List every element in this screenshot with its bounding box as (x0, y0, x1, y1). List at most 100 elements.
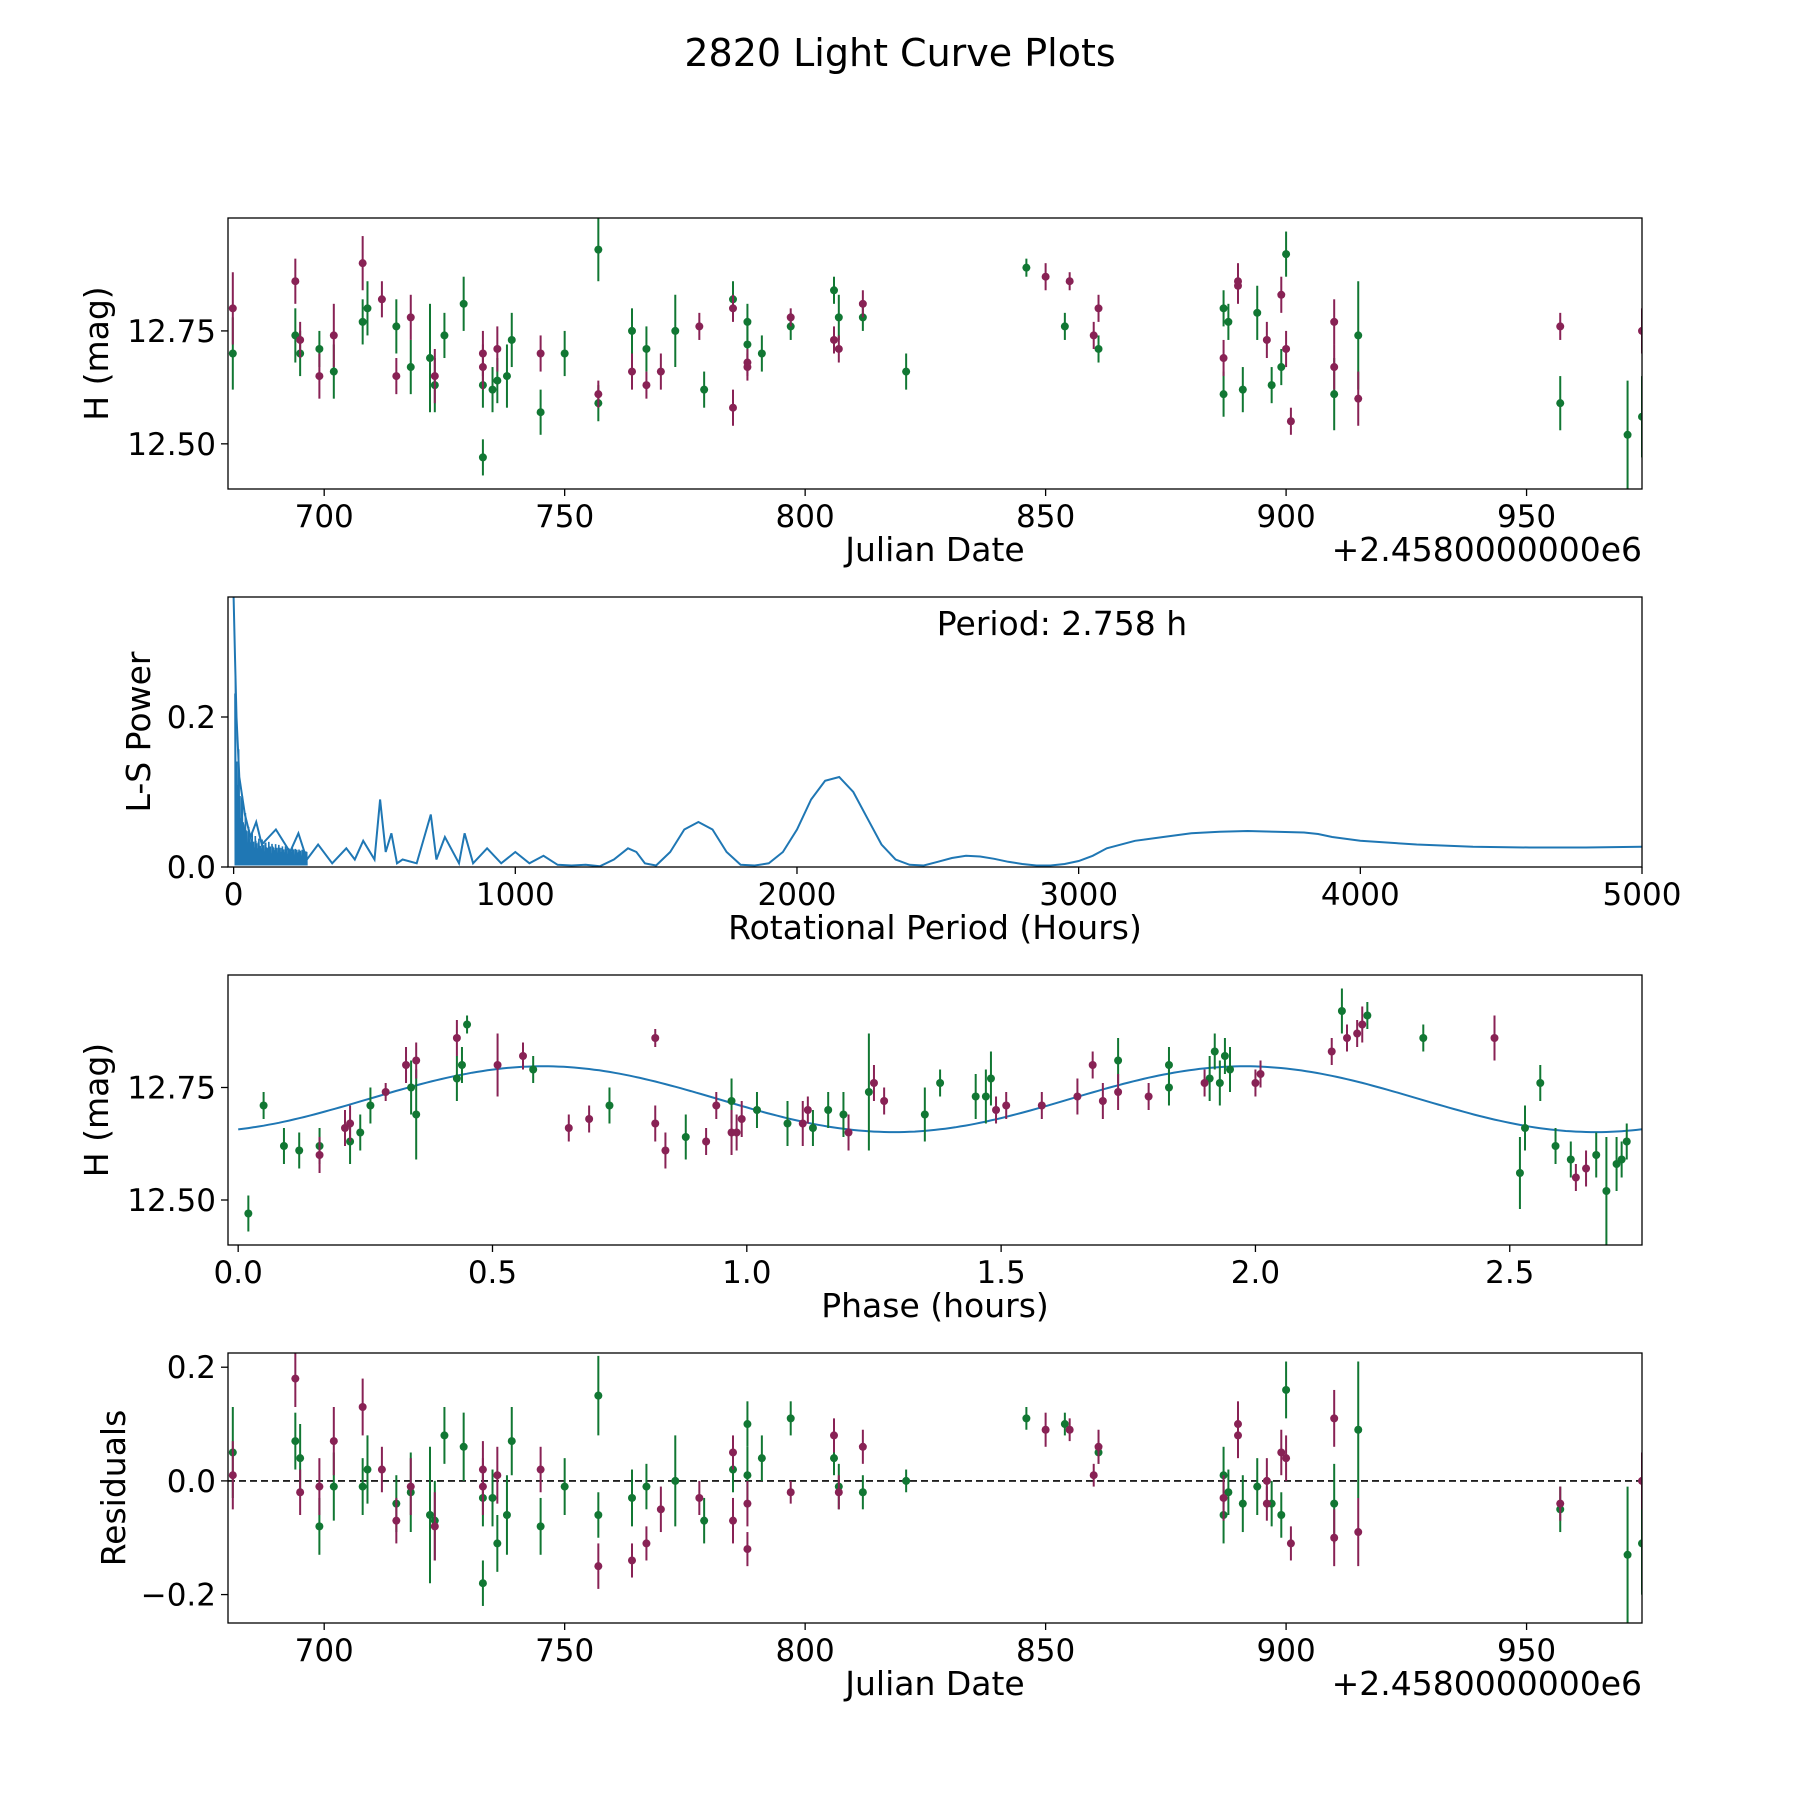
data-point (440, 1431, 449, 1440)
panel-lightcurve: 700 750 800 850 900 950 12.50 12.75 Julian Date H… (77, 217, 1643, 569)
data-point (1215, 1079, 1224, 1087)
x-tick-label: 700 (295, 1633, 354, 1669)
data-point (695, 322, 704, 331)
data-point (729, 304, 737, 313)
x-tick-label: 2000 (758, 877, 837, 913)
data-point (1330, 1499, 1339, 1508)
data-point (628, 326, 636, 335)
data-point (1282, 250, 1291, 259)
data-point (1556, 322, 1565, 331)
data-point (536, 408, 545, 417)
data-point (1556, 1499, 1565, 1508)
data-point (1277, 363, 1286, 372)
data-point (729, 403, 737, 412)
data-point (1277, 1448, 1286, 1457)
x-tick-label: 750 (535, 499, 594, 535)
data-point (1262, 335, 1271, 344)
y-tick-label: 0.0 (167, 850, 216, 886)
y-axis-label: H (mag) (77, 1043, 116, 1177)
data-point (564, 1124, 573, 1132)
x-tick-label: 1000 (476, 877, 555, 913)
data-point (1073, 1092, 1082, 1101)
data-point (478, 1579, 487, 1588)
data-point (1164, 1061, 1173, 1069)
data-point (259, 1101, 268, 1110)
x-tick-label: 950 (1497, 1633, 1556, 1669)
data-point (1200, 1079, 1209, 1087)
data-point (757, 349, 766, 358)
data-point (329, 1437, 338, 1446)
x-axis-label: Rotational Period (Hours) (728, 908, 1142, 947)
data-point (478, 363, 487, 372)
data-point (880, 1097, 889, 1105)
data-point (858, 1488, 867, 1497)
data-point (291, 1437, 300, 1446)
data-point (493, 1471, 502, 1480)
data-point (605, 1101, 614, 1110)
data-point (329, 331, 338, 340)
data-point (628, 1556, 636, 1565)
data-point (315, 1522, 324, 1531)
ls-power-forest (234, 676, 308, 866)
axes-frame (227, 974, 1643, 1246)
data-point (936, 1079, 945, 1087)
data-point (656, 367, 665, 376)
x-tick-label: 700 (295, 499, 354, 535)
data-point (291, 277, 300, 286)
axes-frame (227, 217, 1643, 490)
data-point (1551, 1142, 1560, 1150)
data-point (1282, 1385, 1291, 1394)
data-point (1592, 1151, 1601, 1159)
data-point (1094, 344, 1103, 353)
data-point (296, 1454, 305, 1463)
data-point (1330, 1533, 1339, 1542)
data-point (1234, 1431, 1242, 1440)
data-point (743, 1420, 752, 1429)
data-point (700, 385, 709, 394)
plot-area (228, 218, 1642, 489)
data-point (402, 1061, 411, 1069)
data-point (1515, 1169, 1524, 1177)
data-point (1342, 1034, 1351, 1042)
data-point (1238, 1499, 1247, 1508)
data-point (1521, 1124, 1530, 1132)
data-point (858, 299, 867, 308)
data-point (1638, 412, 1642, 421)
data-point (1210, 1047, 1219, 1056)
data-point (440, 331, 449, 340)
data-point (315, 1151, 324, 1159)
data-point (1623, 430, 1632, 439)
fit-curve (238, 1065, 1642, 1134)
data-point (743, 363, 752, 372)
data-point (1617, 1155, 1626, 1164)
data-point (478, 453, 487, 462)
plot-area (232, 597, 1642, 867)
data-point (1256, 1070, 1265, 1078)
data-point (1277, 290, 1286, 299)
data-point (279, 1142, 288, 1150)
data-point (1114, 1056, 1123, 1065)
data-point (594, 1511, 603, 1519)
data-point (381, 1088, 390, 1096)
data-point (1277, 1511, 1286, 1519)
data-point (786, 1488, 795, 1497)
data-point (1219, 354, 1228, 363)
data-point (560, 1482, 569, 1491)
data-point (727, 1097, 736, 1105)
data-point (452, 1074, 461, 1083)
x-axis-label: Julian Date (843, 530, 1025, 569)
data-point (1566, 1155, 1575, 1164)
x-axis-label: Julian Date (843, 1664, 1025, 1703)
y-axis-label: H (mag) (77, 286, 116, 420)
data-point (1114, 1088, 1123, 1096)
data-point (406, 313, 415, 322)
data-point (1354, 394, 1363, 403)
data-point (858, 1442, 867, 1451)
data-point (1164, 1083, 1173, 1092)
data-point (1065, 1425, 1074, 1434)
data-point (830, 1454, 838, 1463)
data-point (864, 1088, 873, 1096)
data-point (651, 1119, 660, 1128)
data-point (366, 1101, 375, 1110)
